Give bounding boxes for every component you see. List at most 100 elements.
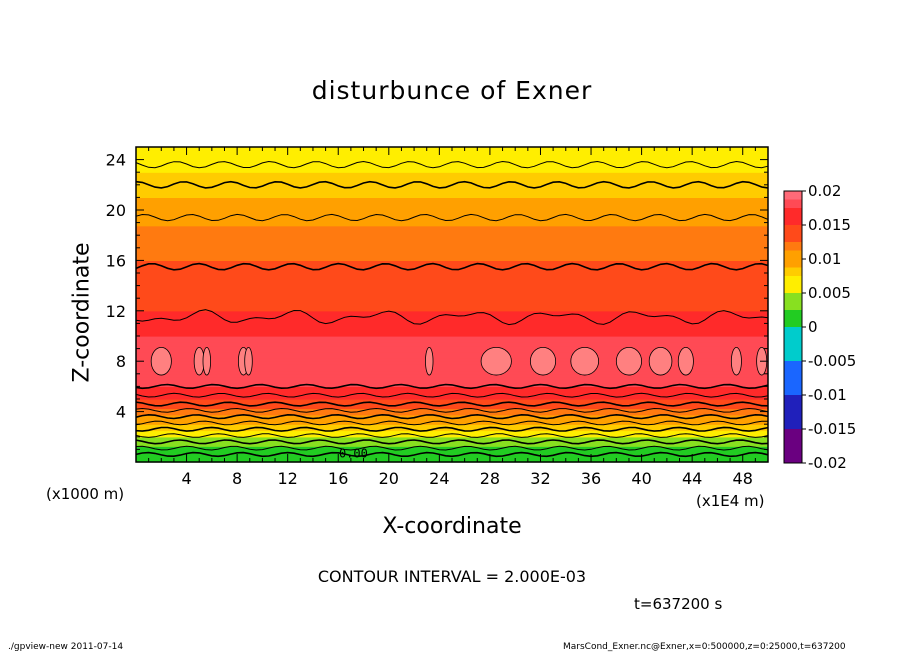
field-band: [136, 187, 768, 192]
field-band: [136, 326, 768, 331]
field-band: [136, 354, 768, 359]
x-tick-label: 16: [328, 469, 348, 488]
field-band: [136, 414, 768, 419]
field-band: [136, 225, 768, 230]
colorbar-segment: [784, 250, 802, 260]
x-tick-label: 4: [181, 469, 191, 488]
contour-line: [135, 426, 769, 432]
x-tick-label: 48: [733, 469, 753, 488]
x-tick-label: 36: [581, 469, 601, 488]
time-stamp: t=637200 s: [634, 595, 723, 613]
colorbar-segment: [784, 369, 802, 379]
colorbar: 0.02 0.015 0.01 0.005 0 -0.005 -0.01 -0.015 -0.0…: [783, 182, 856, 472]
y-tick-label: 24: [106, 151, 126, 170]
field-band: [136, 178, 768, 183]
colorbar-segment: [784, 395, 802, 404]
colorbar-segment: [784, 327, 802, 336]
field-band: [136, 408, 768, 413]
field-band: [136, 206, 768, 211]
colorbar-segment: [784, 301, 802, 311]
field-band: [136, 263, 768, 268]
field-band: [136, 342, 768, 347]
field-band: [136, 219, 768, 224]
field-band: [136, 329, 768, 334]
field-band: [136, 156, 768, 161]
field-band: [136, 433, 768, 438]
colorbar-segment: [784, 378, 802, 387]
y-axis-label: Z-coordinate: [69, 242, 95, 383]
field-band: [136, 339, 768, 343]
contour-line: [135, 213, 769, 222]
colorbar-label: 0.015: [808, 216, 851, 234]
field-band: [136, 210, 768, 214]
field-band: [136, 317, 768, 321]
field-band: [136, 345, 768, 350]
field-band: [136, 392, 768, 397]
field-band: [136, 417, 768, 422]
contour-cell: [425, 346, 434, 376]
field-band: [136, 364, 768, 369]
colorbar-segment: [784, 335, 802, 345]
field-band: [136, 159, 768, 164]
field-band: [136, 298, 768, 302]
colorbar-label: -0.02: [808, 454, 847, 472]
field-band: [136, 241, 768, 246]
contour-cell: [244, 346, 253, 376]
contour-line: [135, 451, 769, 458]
colorbar-segment: [784, 386, 802, 396]
contour-line: [135, 309, 769, 326]
field-band: [136, 273, 768, 277]
colorbar-segment: [784, 276, 802, 285]
x-tick-label: 8: [232, 469, 242, 488]
colorbar-segment: [784, 318, 802, 328]
field-band: [136, 162, 768, 167]
field-band: [136, 238, 768, 243]
colorbar-segment: [784, 267, 802, 277]
field-band: [136, 181, 768, 186]
colorbar-segment: [784, 352, 802, 362]
x-tick-label: 32: [530, 469, 550, 488]
colorbar-segment: [784, 420, 802, 430]
field-band: [136, 380, 768, 384]
contour-line: [135, 439, 769, 445]
field-band: [136, 323, 768, 328]
field-band: [136, 443, 768, 447]
contour-line: [135, 420, 769, 426]
x-tick-label: 40: [631, 469, 651, 488]
field-band: [136, 191, 768, 195]
y-axis: 4 8 12 16 20 24: [106, 146, 768, 463]
field-band: [136, 370, 768, 375]
x-tick-label: 20: [379, 469, 399, 488]
colorbar-segment: [784, 259, 802, 268]
field-band: [136, 165, 768, 170]
contour-cells: 0.00: [150, 346, 768, 461]
colorbar-segment: [784, 446, 802, 455]
contour-line: [135, 392, 769, 398]
field-band: [136, 304, 768, 309]
field-band: [136, 307, 768, 312]
contour-line: [135, 401, 769, 407]
field-band: [136, 455, 768, 460]
field-band: [136, 247, 768, 252]
colorbar-label: -0.005: [808, 352, 856, 370]
field-band: [136, 320, 768, 324]
contour-cell: [677, 346, 694, 376]
contour-lines: [135, 160, 769, 458]
contour-line: [135, 445, 769, 451]
field-band: [136, 257, 768, 261]
colorbar-segment: [784, 225, 802, 234]
contour-label: 0.00: [339, 447, 368, 461]
field-band: [136, 361, 768, 365]
field-band: [136, 395, 768, 400]
field-band: [136, 250, 768, 255]
colorbar-segment: [784, 216, 802, 226]
field-band: [136, 175, 768, 180]
field-band: [136, 285, 768, 290]
x-axis: 4 8 12 16 20 24 28 32 36 40 44 48: [135, 147, 769, 488]
field-band: [136, 279, 768, 284]
contour-cell: [150, 346, 172, 376]
field-band: [136, 386, 768, 391]
field-band: [136, 282, 768, 287]
field-band: [136, 197, 768, 202]
colorbar-segment: [784, 284, 802, 294]
